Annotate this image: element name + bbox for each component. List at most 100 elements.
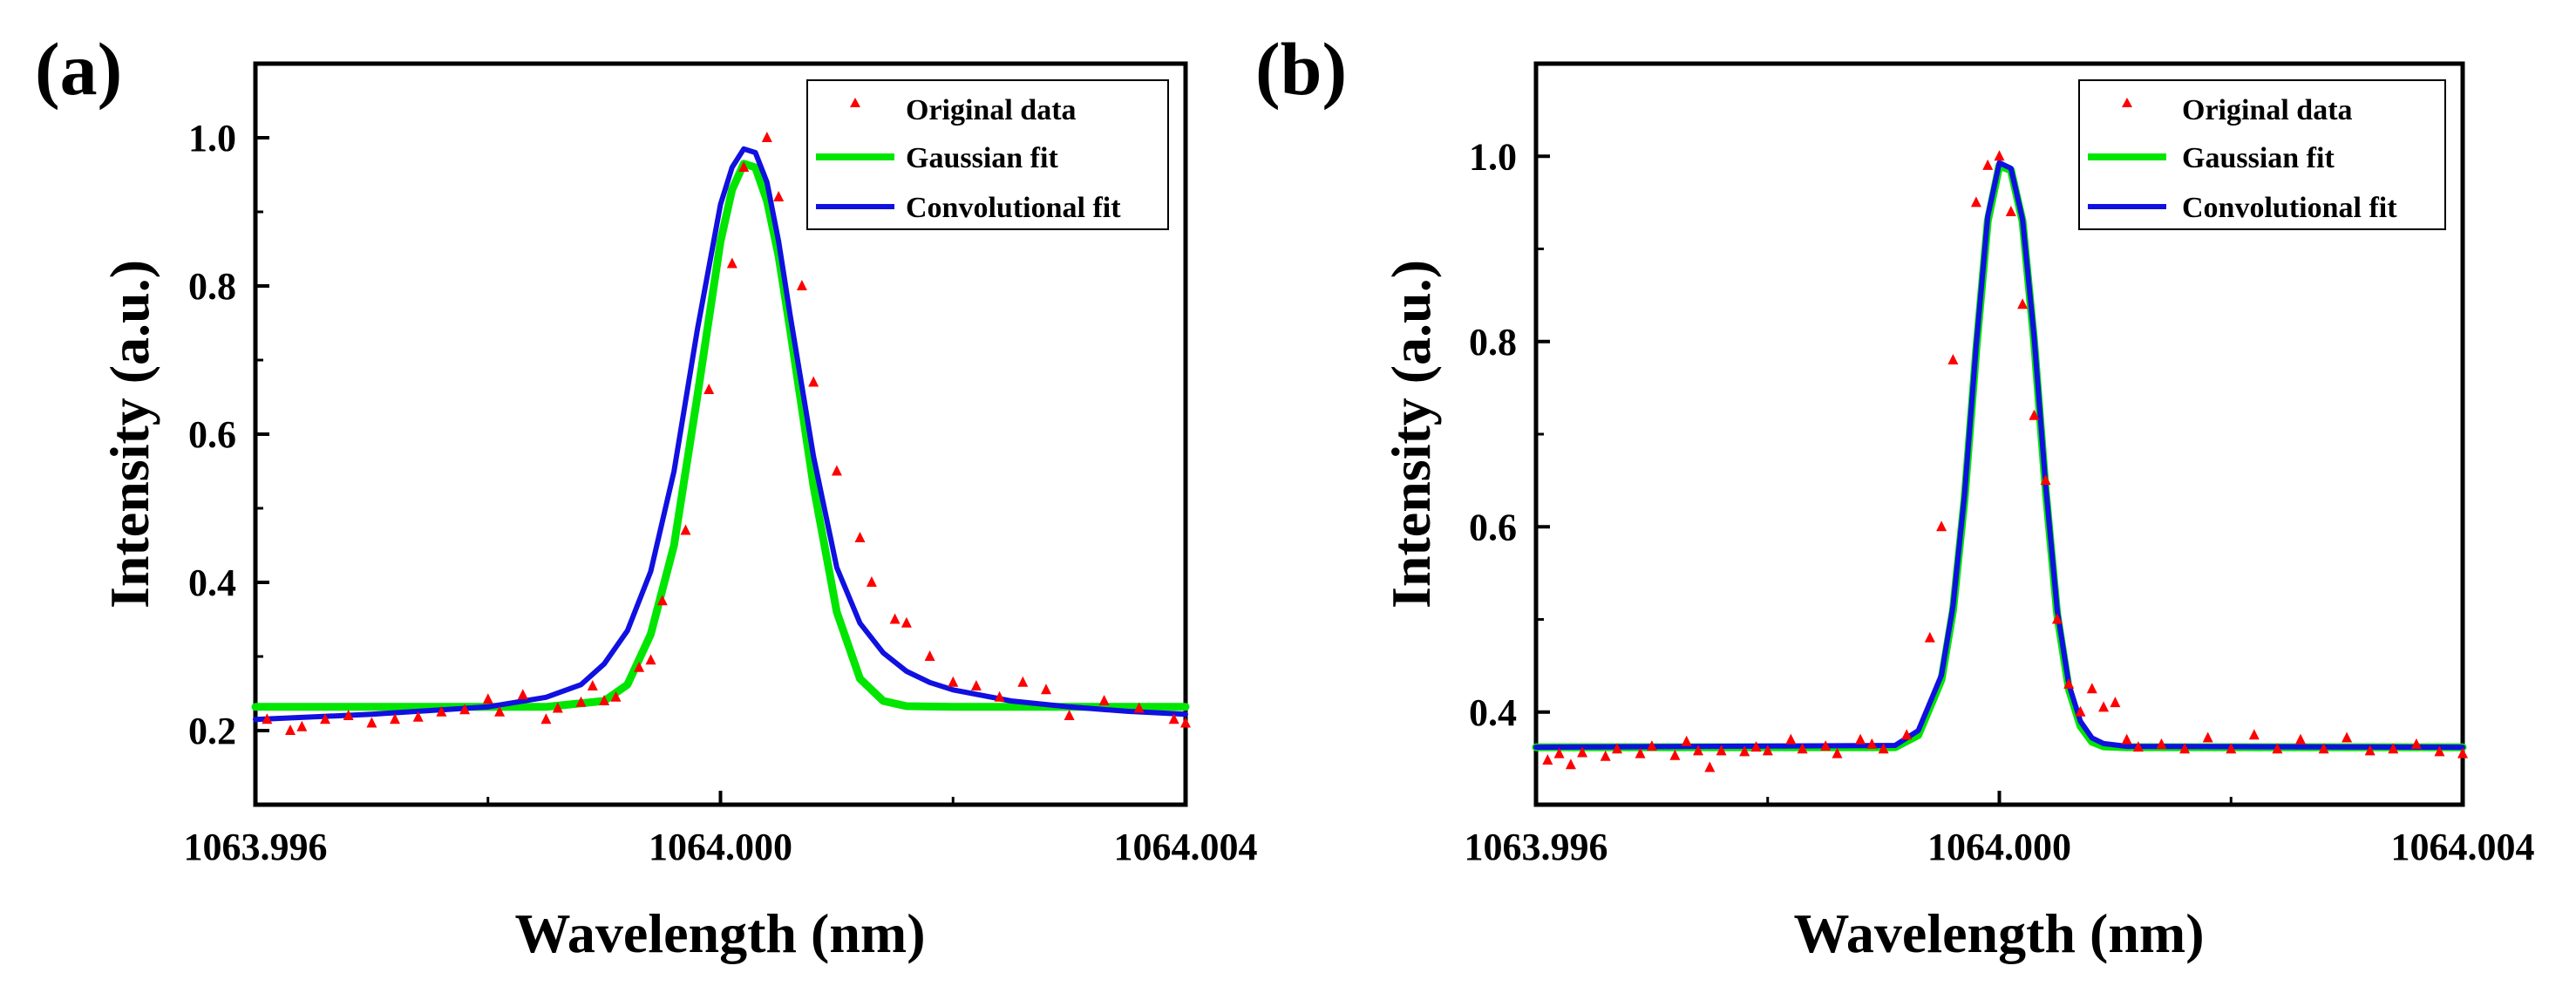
data-point (2388, 743, 2399, 754)
data-point (2051, 613, 2063, 624)
convolutional-fit-line (253, 146, 1188, 723)
data-point (1612, 743, 1622, 754)
y-tick-label: 0.2 (188, 710, 236, 752)
data-point (634, 661, 645, 672)
legend-label-gaussian: Gaussian fit (906, 142, 1058, 174)
data-point (1947, 354, 1959, 364)
data-point (320, 713, 330, 724)
data-point (1600, 750, 1611, 761)
legend-marker-triangle (850, 98, 860, 107)
y-axis-title: Intensity (a.u.) (1380, 260, 1442, 609)
panel-label: (b) (1255, 27, 1347, 111)
data-point (2364, 745, 2375, 756)
data-point (2248, 729, 2260, 740)
legend-label-original: Original data (906, 94, 1077, 126)
data-point (773, 191, 785, 201)
data-point (575, 696, 587, 707)
legend: Original data Gaussian fit Convolutional… (806, 79, 1169, 230)
data-point (1936, 520, 1947, 532)
data-point (1041, 684, 1051, 695)
data-point (1693, 745, 1703, 756)
data-point (1180, 717, 1191, 728)
panel-label: (a) (35, 27, 122, 111)
data-point (656, 595, 668, 606)
data-point (1739, 745, 1750, 757)
data-point (1716, 745, 1727, 756)
data-point (1064, 710, 1075, 720)
data-point (2040, 474, 2051, 486)
marks-group (251, 132, 1191, 735)
data-point (1901, 729, 1913, 740)
data-point (1866, 738, 1878, 749)
data-point (540, 713, 552, 724)
data-point (1820, 740, 1832, 752)
x-tick-label: 1063.996 (1465, 826, 1608, 868)
data-point (854, 532, 866, 542)
data-point (599, 695, 610, 705)
y-tick-label: 0.8 (1469, 321, 1517, 364)
data-point (796, 280, 807, 290)
marks-group (1532, 150, 2468, 772)
data-point (2098, 701, 2110, 712)
data-point (390, 713, 400, 724)
data-point (1750, 741, 1762, 752)
data-point (1982, 159, 1994, 170)
y-tick-label: 0.8 (188, 265, 236, 308)
data-point (587, 680, 598, 690)
data-point (2179, 743, 2191, 754)
data-point (1878, 743, 1889, 754)
legend-label-original: Original data (2182, 94, 2353, 126)
x-tick-label: 1063.996 (184, 826, 328, 868)
y-tick-label: 0.6 (188, 413, 236, 456)
x-tick-label: 1064.004 (1114, 826, 1258, 868)
data-point (436, 705, 447, 717)
y-tick-label: 1.0 (188, 117, 236, 160)
data-point (494, 705, 506, 717)
data-point (1832, 747, 1843, 758)
data-point (738, 161, 750, 172)
data-point (2063, 677, 2075, 689)
data-point (2434, 745, 2445, 757)
convolutional-fit-line (1533, 160, 2465, 751)
data-point (1785, 733, 1797, 745)
y-tick-label: 0.6 (1469, 506, 1517, 548)
data-point (1704, 761, 1716, 772)
legend-label-convolutional: Convolutional fit (2182, 192, 2397, 224)
data-point (831, 465, 842, 476)
gaussian-fit-line (251, 160, 1190, 711)
data-point (703, 384, 715, 394)
data-point (1168, 713, 1179, 724)
data-point (889, 613, 901, 624)
data-point (901, 616, 912, 628)
data-point (866, 576, 877, 587)
data-point (2272, 743, 2283, 754)
data-point (2110, 697, 2121, 708)
data-point (1553, 747, 1565, 758)
x-tick-label: 1064.004 (2391, 826, 2535, 868)
data-point (2226, 743, 2237, 754)
data-point (2005, 206, 2016, 216)
data-point (366, 717, 377, 728)
legend: Original data Gaussian fit Convolutional… (2078, 79, 2446, 230)
data-point (1646, 740, 1657, 752)
data-point (994, 690, 1005, 702)
data-point (2457, 747, 2468, 758)
data-point (2342, 731, 2353, 743)
data-point (2017, 298, 2029, 309)
data-point (343, 710, 354, 720)
data-point (1797, 743, 1808, 754)
y-tick-label: 0.4 (1469, 691, 1517, 734)
data-point (970, 680, 982, 690)
legend-label-convolutional: Convolutional fit (906, 192, 1121, 224)
y-tick-label: 1.0 (1469, 135, 1517, 178)
data-point (2202, 731, 2213, 743)
data-point (552, 702, 563, 713)
chart-panel-a: (a) 1063.996 1064.000 1064.004 0.2 0.4 0.6 0.8… (35, 27, 1258, 964)
data-point (482, 693, 493, 704)
data-point (1762, 745, 1773, 756)
data-point (2086, 683, 2097, 694)
x-axis-title: Wavelength (nm) (1793, 902, 2204, 964)
gaussian-fit-line (1532, 161, 2467, 752)
data-point (2410, 738, 2422, 749)
data-point (262, 713, 273, 724)
